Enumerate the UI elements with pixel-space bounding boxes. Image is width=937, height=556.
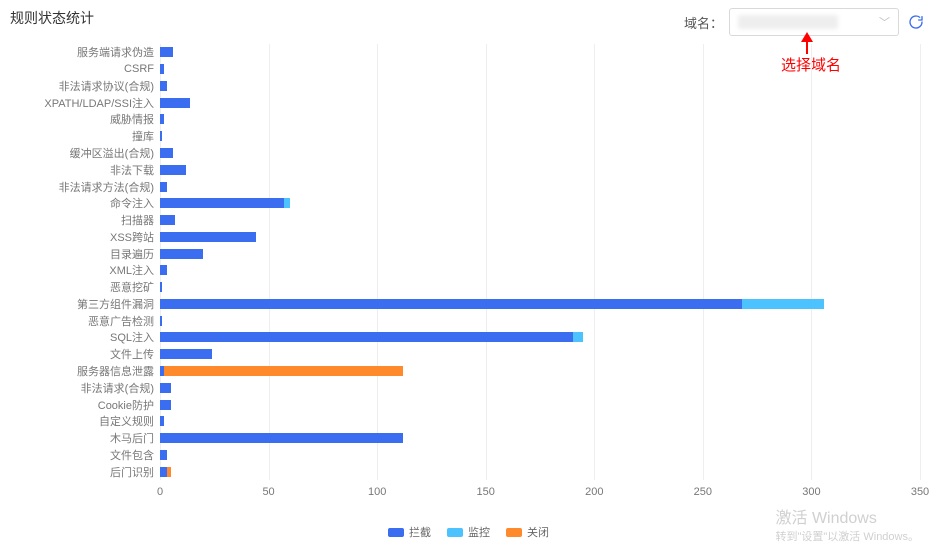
bar-segment xyxy=(160,450,167,460)
bar-segment xyxy=(160,416,164,426)
y-category-label: 非法请求方法(合规) xyxy=(0,179,154,195)
gridline xyxy=(594,44,595,480)
bar-segment xyxy=(160,249,203,259)
y-category-label: CSRF xyxy=(0,63,154,75)
legend-item: 监控 xyxy=(447,524,490,540)
gridline xyxy=(269,44,270,480)
x-tick-label: 0 xyxy=(157,486,163,498)
legend-label: 监控 xyxy=(468,524,490,540)
y-category-label: 文件包含 xyxy=(0,447,154,463)
x-tick-label: 350 xyxy=(911,486,929,498)
y-category-label: Cookie防护 xyxy=(0,397,154,413)
bar-segment xyxy=(160,182,167,192)
bar-segment xyxy=(160,232,256,242)
bar-segment xyxy=(164,366,403,376)
bar-segment xyxy=(160,81,167,91)
legend-label: 拦截 xyxy=(409,524,431,540)
bar-segment xyxy=(160,198,284,208)
legend-item: 关闭 xyxy=(506,524,549,540)
x-tick-label: 200 xyxy=(585,486,603,498)
chevron-down-icon: ﹀ xyxy=(879,14,890,30)
y-category-label: 服务端请求伪造 xyxy=(0,44,154,60)
x-tick-label: 300 xyxy=(802,486,820,498)
y-category-label: 缓冲区溢出(合规) xyxy=(0,145,154,161)
domain-label: 域名： xyxy=(684,13,723,32)
bar-segment xyxy=(160,282,162,292)
bar-segment xyxy=(160,349,212,359)
bar-segment xyxy=(160,165,186,175)
bar-segment xyxy=(160,383,171,393)
legend-swatch xyxy=(447,528,463,537)
gridline xyxy=(703,44,704,480)
bar-segment xyxy=(742,299,825,309)
bar-segment xyxy=(160,316,162,326)
refresh-button[interactable] xyxy=(905,11,927,33)
bar-segment xyxy=(284,198,291,208)
y-category-label: 目录遍历 xyxy=(0,246,154,262)
domain-select[interactable]: ﹀ xyxy=(729,8,899,36)
y-category-label: XML注入 xyxy=(0,262,154,278)
y-category-label: 非法请求协议(合规) xyxy=(0,78,154,94)
y-category-label: 非法请求(合规) xyxy=(0,380,154,396)
y-category-label: 恶意挖矿 xyxy=(0,279,154,295)
y-category-label: 扫描器 xyxy=(0,212,154,228)
bar-segment xyxy=(160,332,573,342)
y-category-label: 恶意广告检测 xyxy=(0,313,154,329)
legend-item: 拦截 xyxy=(388,524,431,540)
y-category-label: XSS跨站 xyxy=(0,229,154,245)
legend-swatch xyxy=(388,528,404,537)
bar-segment xyxy=(160,148,173,158)
bar-segment xyxy=(160,98,190,108)
x-tick-label: 250 xyxy=(694,486,712,498)
gridline xyxy=(920,44,921,480)
y-category-label: 后门识别 xyxy=(0,464,154,480)
bar-segment xyxy=(160,215,175,225)
refresh-icon xyxy=(908,14,924,30)
x-tick-label: 100 xyxy=(368,486,386,498)
bar-segment xyxy=(167,467,171,477)
gridline xyxy=(160,44,161,480)
y-category-label: 命令注入 xyxy=(0,195,154,211)
y-category-label: 威胁情报 xyxy=(0,111,154,127)
y-category-label: 自定义规则 xyxy=(0,413,154,429)
y-category-label: 文件上传 xyxy=(0,346,154,362)
bar-segment xyxy=(573,332,584,342)
bar-segment xyxy=(160,433,403,443)
bar-segment xyxy=(160,400,171,410)
bar-segment xyxy=(160,47,173,57)
x-tick-label: 50 xyxy=(262,486,274,498)
y-category-label: XPATH/LDAP/SSI注入 xyxy=(0,95,154,111)
y-category-label: 木马后门 xyxy=(0,430,154,446)
domain-select-value xyxy=(738,15,838,29)
legend-label: 关闭 xyxy=(527,524,549,540)
bar-segment xyxy=(160,265,167,275)
bar-segment xyxy=(160,299,742,309)
x-tick-label: 150 xyxy=(477,486,495,498)
bar-segment xyxy=(160,131,162,141)
gridline xyxy=(811,44,812,480)
y-category-label: 非法下载 xyxy=(0,162,154,178)
gridline xyxy=(486,44,487,480)
bar-segment xyxy=(160,64,164,74)
y-category-label: 撞库 xyxy=(0,128,154,144)
gridline xyxy=(377,44,378,480)
rule-status-chart: 0 50 100 150 200 250 300 350 服务端请求伪造 CSRF 非法请求协议(合… xyxy=(0,44,937,542)
y-category-label: 第三方组件漏洞 xyxy=(0,296,154,312)
y-category-label: SQL注入 xyxy=(0,329,154,345)
chart-legend: 拦截 监控 关闭 xyxy=(0,522,937,542)
legend-swatch xyxy=(506,528,522,537)
bar-segment xyxy=(160,114,164,124)
y-category-label: 服务器信息泄露 xyxy=(0,363,154,379)
